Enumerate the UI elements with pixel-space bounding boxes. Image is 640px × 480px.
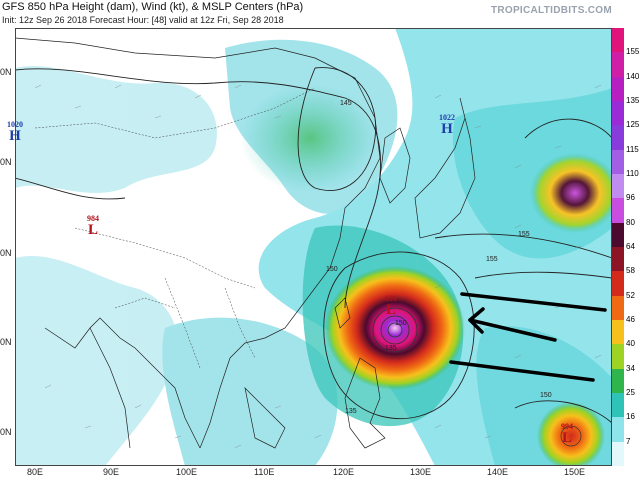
colorbar-label: 40 bbox=[626, 339, 635, 349]
low-pressure-center-southeast: 994 L bbox=[561, 422, 573, 446]
colorbar-label: 7 bbox=[626, 436, 631, 446]
lon-label: 80E bbox=[27, 467, 44, 477]
colorbar-label: 110 bbox=[626, 169, 639, 178]
high-pressure-center-east: 1022 H bbox=[439, 113, 455, 137]
colorbar-swatch bbox=[612, 320, 624, 345]
lat-label: 0N bbox=[0, 337, 12, 347]
southeast-low-system bbox=[537, 402, 605, 466]
lat-label: 0N bbox=[0, 248, 12, 258]
colorbar-label: 96 bbox=[626, 193, 635, 203]
colorbar-label: 25 bbox=[626, 388, 635, 397]
colorbar-swatch bbox=[612, 174, 624, 199]
contour-label: 135 bbox=[345, 408, 357, 415]
high-pressure-center-west: 1020 H bbox=[7, 120, 23, 144]
colorbar-label: 52 bbox=[626, 290, 635, 300]
lat-label: 0N bbox=[0, 157, 12, 167]
colorbar-label: 58 bbox=[626, 266, 635, 276]
lon-label: 90E bbox=[103, 467, 120, 477]
coastlines bbox=[15, 37, 476, 449]
height-contours bbox=[15, 67, 612, 424]
colorbar-label: 46 bbox=[626, 315, 635, 324]
lon-label: 130E bbox=[410, 467, 432, 477]
colorbar-swatch bbox=[612, 271, 624, 297]
colorbar-label: 135 bbox=[626, 96, 640, 105]
contour-label: 135 bbox=[385, 345, 397, 352]
colorbar-swatch bbox=[612, 441, 624, 467]
colorbar-label: 140 bbox=[626, 71, 640, 81]
colorbar-swatch bbox=[612, 368, 624, 394]
lon-label: 100E bbox=[176, 467, 198, 477]
colorbar-swatch bbox=[612, 52, 624, 78]
colorbar: 155 140 135 125 115 110 96 80 64 58 52 46 40 34 25 16 7 bbox=[612, 28, 640, 467]
colorbar-label: 64 bbox=[626, 242, 635, 251]
contour-label: 155 bbox=[518, 231, 530, 238]
lon-label: 150E bbox=[564, 467, 586, 477]
colorbar-label: 115 bbox=[626, 144, 639, 154]
lat-label: 0N bbox=[0, 67, 12, 77]
colorbar-swatch bbox=[612, 101, 624, 126]
contour-label: 150 bbox=[540, 392, 552, 399]
contour-label: 150 bbox=[326, 266, 338, 273]
contour-label: 145 bbox=[340, 100, 352, 107]
colorbar-swatch bbox=[612, 76, 624, 102]
colorbar-swatch bbox=[612, 247, 624, 272]
colorbar-swatch bbox=[612, 222, 624, 248]
low-pressure-center-tibet: 984 L bbox=[87, 214, 99, 238]
lon-label: 110E bbox=[254, 467, 275, 477]
colorbar-label: 16 bbox=[626, 412, 635, 422]
map-subtitle: Init: 12z Sep 26 2018 Forecast Hour: [48… bbox=[2, 15, 284, 25]
weather-map bbox=[15, 28, 612, 466]
colorbar-label: 125 bbox=[626, 120, 640, 130]
typhoon-system bbox=[325, 266, 465, 390]
colorbar-swatch bbox=[612, 149, 624, 175]
colorbar-swatch bbox=[612, 344, 624, 370]
colorbar-label: 155 bbox=[626, 47, 640, 57]
colorbar-label: 80 bbox=[626, 217, 635, 227]
annotation-arrows bbox=[449, 292, 607, 382]
colorbar-swatch bbox=[612, 393, 624, 418]
colorbar-swatch bbox=[612, 28, 624, 53]
site-watermark: TROPICALTIDBITS.COM bbox=[490, 5, 612, 16]
colorbar-swatch bbox=[612, 295, 624, 321]
borders bbox=[34, 87, 316, 369]
colorbar-swatch bbox=[612, 125, 624, 151]
map-canvas bbox=[15, 28, 612, 466]
contour-label: 150 bbox=[395, 320, 407, 327]
colorbar-swatch bbox=[612, 417, 624, 443]
colorbar-label: 34 bbox=[626, 363, 635, 373]
contour-label: 155 bbox=[486, 256, 498, 263]
low-pressure-center-typhoon: 931 L bbox=[385, 294, 397, 318]
colorbar-swatch bbox=[612, 198, 624, 224]
lat-label: 0N bbox=[0, 427, 12, 437]
lon-label: 140E bbox=[487, 467, 509, 477]
map-title: GFS 850 hPa Height (dam), Wind (kt), & M… bbox=[2, 1, 304, 13]
lon-label: 120E bbox=[333, 467, 355, 477]
wind-barbs bbox=[34, 84, 602, 449]
